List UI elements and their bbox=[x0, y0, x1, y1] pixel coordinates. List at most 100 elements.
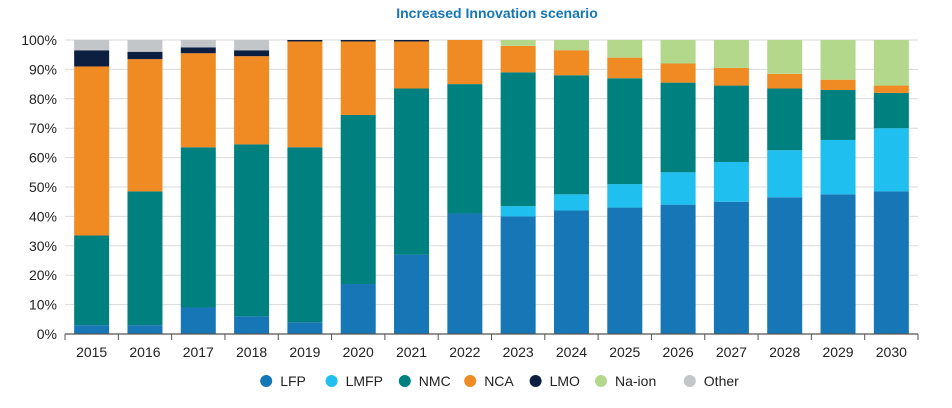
bar-segment-nca bbox=[287, 41, 323, 148]
bar-segment-na-ion bbox=[713, 40, 749, 68]
bar-segment-nca bbox=[234, 56, 270, 145]
y-tick-label: 50% bbox=[29, 179, 57, 195]
bar-segment-nmc bbox=[767, 88, 803, 151]
legend-item-nca: NCA bbox=[464, 373, 514, 389]
bar-segment-lmfp bbox=[607, 184, 643, 208]
y-tick-label: 10% bbox=[29, 297, 57, 313]
bar-segment-lmfp bbox=[713, 162, 749, 202]
x-tick-label: 2021 bbox=[396, 344, 427, 360]
bar-segment-na-ion bbox=[553, 40, 589, 51]
bar-segment-lfp bbox=[74, 325, 110, 334]
x-tick-label: 2018 bbox=[236, 344, 267, 360]
bar-segment-nca bbox=[74, 66, 110, 236]
x-tick-label: 2027 bbox=[716, 344, 747, 360]
x-tick-label: 2030 bbox=[876, 344, 907, 360]
bar-segment-lmfp bbox=[820, 139, 856, 195]
bar-segment-lmo bbox=[180, 47, 216, 54]
legend-label: NCA bbox=[484, 373, 514, 389]
bar-segment-na-ion bbox=[873, 40, 909, 86]
bar-segment-nmc bbox=[447, 84, 483, 214]
y-tick-label: 20% bbox=[29, 267, 57, 283]
bar-segment-lfp bbox=[127, 325, 163, 334]
bar-segment-other bbox=[234, 40, 270, 51]
bar-segment-lmfp bbox=[873, 128, 909, 192]
bar-segment-nmc bbox=[180, 147, 216, 308]
x-tick-label: 2028 bbox=[769, 344, 800, 360]
y-tick-label: 40% bbox=[29, 208, 57, 224]
x-tick-label: 2022 bbox=[449, 344, 480, 360]
bar-segment-na-ion bbox=[660, 40, 696, 64]
bar-segment-lmo bbox=[74, 50, 110, 67]
bar-segment-lfp bbox=[873, 191, 909, 334]
bar-segment-nmc bbox=[873, 92, 909, 129]
x-tick-label: 2024 bbox=[556, 344, 587, 360]
bar-segment-lmo bbox=[394, 40, 430, 42]
bar-segment-nmc bbox=[607, 78, 643, 185]
bar-segment-nmc bbox=[553, 75, 589, 195]
bar-segment-lfp bbox=[553, 210, 589, 334]
bar-segment-nca bbox=[447, 40, 483, 85]
bars-group bbox=[74, 40, 909, 334]
bar-segment-lfp bbox=[394, 254, 430, 334]
bar-segment-lfp bbox=[180, 307, 216, 334]
bar-segment-lfp bbox=[447, 213, 483, 334]
legend-item-other: Other bbox=[683, 373, 739, 389]
bar-segment-lfp bbox=[287, 322, 323, 334]
bar-segment-lfp bbox=[660, 204, 696, 334]
bar-segment-nmc bbox=[500, 72, 536, 207]
bar-segment-lmo bbox=[127, 51, 163, 60]
legend-swatch bbox=[464, 375, 477, 387]
bar-segment-nmc bbox=[340, 114, 376, 285]
bar-segment-nmc bbox=[394, 88, 430, 255]
legend-swatch bbox=[529, 375, 542, 387]
legend-label: LMO bbox=[550, 373, 580, 389]
legend-item-lfp: LFP bbox=[260, 373, 306, 389]
y-tick-label: 60% bbox=[29, 150, 57, 166]
bar-segment-nca bbox=[127, 59, 163, 192]
bar-segment-nmc bbox=[287, 147, 323, 323]
legend-label: NMC bbox=[419, 373, 451, 389]
bar-segment-nmc bbox=[660, 82, 696, 173]
bar-segment-other bbox=[74, 40, 110, 51]
bar-segment-nmc bbox=[234, 144, 270, 317]
bar-segment-lfp bbox=[340, 284, 376, 334]
bar-segment-nmc bbox=[713, 85, 749, 163]
bar-segment-na-ion bbox=[500, 40, 536, 46]
legend-label: Na-ion bbox=[615, 373, 656, 389]
bar-segment-na-ion bbox=[607, 40, 643, 58]
bar-segment-lfp bbox=[234, 316, 270, 334]
bar-segment-nca bbox=[553, 50, 589, 76]
bar-segment-lfp bbox=[820, 194, 856, 334]
legend-swatch bbox=[683, 375, 696, 387]
x-tick-label: 2020 bbox=[343, 344, 374, 360]
bar-segment-lfp bbox=[607, 207, 643, 334]
legend-label: Other bbox=[704, 373, 739, 389]
bar-segment-lfp bbox=[500, 216, 536, 334]
bar-segment-nca bbox=[394, 41, 430, 89]
legend-label: LMFP bbox=[346, 373, 383, 389]
bar-segment-lfp bbox=[713, 201, 749, 334]
y-tick-label: 30% bbox=[29, 238, 57, 254]
x-tick-label: 2025 bbox=[609, 344, 640, 360]
bar-segment-na-ion bbox=[767, 40, 803, 74]
y-tick-label: 70% bbox=[29, 120, 57, 136]
bar-segment-nca bbox=[767, 73, 803, 89]
y-tick-label: 90% bbox=[29, 61, 57, 77]
x-tick-label: 2016 bbox=[129, 344, 160, 360]
bar-segment-nmc bbox=[74, 235, 110, 326]
bar-segment-lmfp bbox=[553, 194, 589, 211]
legend-item-nmc: NMC bbox=[398, 373, 451, 389]
x-tick-label: 2029 bbox=[822, 344, 853, 360]
legend-item-lmo: LMO bbox=[529, 373, 580, 389]
legend: LFP LMFP NMC NCA LMO Na-ion Other bbox=[260, 373, 739, 389]
bar-segment-nca bbox=[820, 79, 856, 90]
y-tick-label: 80% bbox=[29, 91, 57, 107]
x-tick-label: 2023 bbox=[503, 344, 534, 360]
bar-segment-lfp bbox=[767, 197, 803, 334]
bar-segment-nca bbox=[340, 41, 376, 115]
legend-label: LFP bbox=[280, 373, 306, 389]
bar-segment-lmfp bbox=[500, 206, 536, 217]
legend-item-na-ion: Na-ion bbox=[595, 373, 656, 389]
bar-segment-lmo bbox=[234, 50, 270, 57]
bar-segment-nca bbox=[713, 67, 749, 86]
